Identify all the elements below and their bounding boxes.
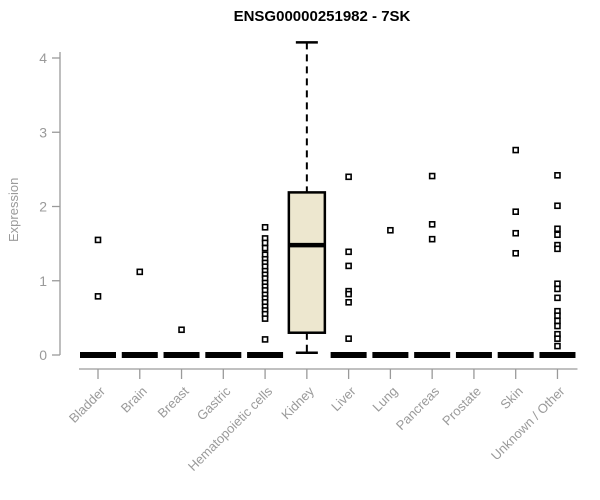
x-tick-label-prostate: Prostate: [439, 384, 484, 429]
x-tick-label-brain: Brain: [118, 384, 150, 416]
outlier-point-liver-4: [345, 290, 352, 298]
collapsed-box-brain: [121, 352, 158, 358]
x-tick-label-unknown-other: Unknown / Other: [488, 383, 568, 463]
outlier-point-skin-2: [512, 229, 520, 237]
outlier-point-bladder-0: [94, 236, 102, 244]
collapsed-box-pancreas: [414, 352, 451, 358]
collapsed-box-skin: [497, 352, 534, 358]
outlier-point-unknown-other-3: [554, 231, 561, 239]
outlier-point-liver-5: [345, 298, 352, 306]
y-tick-label-2: 2: [39, 199, 47, 215]
outlier-point-unknown-other-15: [554, 342, 561, 350]
outlier-point-pancreas-0: [428, 172, 436, 180]
collapsed-box-breast: [163, 352, 200, 358]
x-tick-label-bladder: Bladder: [66, 383, 109, 426]
outlier-point-hematopoietic-cells-3: [261, 244, 269, 252]
outlier-point-liver-2: [345, 262, 352, 270]
x-tick-label-pancreas: Pancreas: [393, 383, 443, 433]
outlier-point-unknown-other-6: [554, 280, 561, 288]
x-tick-label-breast: Breast: [154, 383, 191, 420]
y-tick-label-4: 4: [39, 50, 47, 66]
outlier-point-unknown-other-8: [554, 294, 561, 302]
box-kidney: [287, 191, 327, 334]
y-tick-label-0: 0: [39, 347, 47, 363]
collapsed-box-unknown-other: [539, 352, 576, 358]
outlier-point-unknown-other-1: [554, 202, 561, 210]
outlier-point-liver-0: [345, 173, 352, 181]
x-tick-label-lung: Lung: [369, 384, 400, 415]
outlier-point-lung-0: [387, 226, 394, 234]
outlier-point-bladder-1: [94, 293, 102, 300]
collapsed-box-hematopoietic-cells: [247, 352, 284, 358]
outlier-point-skin-1: [512, 208, 520, 215]
y-tick-label-3: 3: [39, 124, 47, 140]
collapsed-box-gastric: [205, 352, 242, 358]
outlier-point-unknown-other-14: [554, 335, 561, 342]
outlier-point-hematopoietic-cells-20: [261, 315, 269, 322]
collapsed-box-liver: [330, 352, 367, 358]
outlier-point-unknown-other-2: [554, 225, 561, 233]
outlier-point-pancreas-1: [428, 221, 436, 228]
outlier-point-breast-0: [178, 326, 185, 334]
outlier-point-unknown-other-0: [554, 172, 561, 179]
outlier-point-hematopoietic-cells-21: [261, 336, 269, 343]
outlier-point-unknown-other-5: [554, 245, 561, 253]
x-tick-label-skin: Skin: [497, 384, 525, 412]
outlier-point-liver-6: [345, 335, 352, 342]
outlier-point-skin-3: [512, 249, 520, 257]
outlier-point-skin-0: [512, 146, 520, 154]
collapsed-box-prostate: [455, 352, 492, 358]
x-tick-label-gastric: Gastric: [194, 383, 234, 423]
outlier-point-hematopoietic-cells-2: [261, 239, 269, 247]
outlier-point-hematopoietic-cells-0: [261, 223, 269, 231]
collapsed-box-lung: [372, 352, 409, 358]
outlier-point-unknown-other-12: [554, 322, 561, 330]
chart-title: ENSG00000251982 - 7SK: [233, 8, 411, 25]
y-tick-label-1: 1: [39, 273, 47, 289]
outlier-point-liver-1: [345, 248, 352, 256]
collapsed-box-bladder: [80, 352, 116, 358]
outlier-point-unknown-other-11: [554, 317, 561, 325]
outlier-point-pancreas-2: [428, 235, 436, 243]
x-tick-label-kidney: Kidney: [278, 383, 317, 422]
outlier-point-brain-0: [136, 268, 144, 276]
outlier-point-unknown-other-10: [554, 312, 561, 319]
outlier-point-unknown-other-7: [554, 285, 561, 293]
x-tick-label-liver: Liver: [328, 383, 359, 414]
